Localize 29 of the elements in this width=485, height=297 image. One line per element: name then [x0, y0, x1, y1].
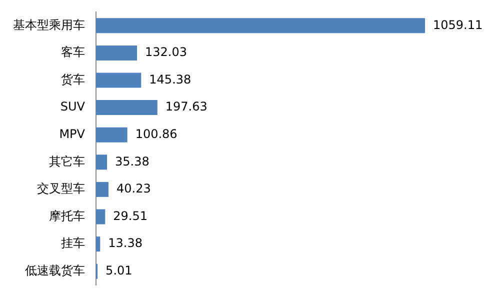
bar: [96, 100, 158, 116]
data-label: 35.38: [114, 154, 150, 168]
data-label: 100.86: [135, 126, 178, 141]
bar: [96, 182, 108, 197]
y-tick-label: MPV: [59, 126, 86, 141]
bar: [96, 72, 142, 88]
data-label: 29.51: [113, 208, 148, 223]
data-label: 5.01: [106, 263, 132, 278]
y-tick-label: 货车: [61, 72, 85, 86]
y-tick-label: 交叉型车: [37, 182, 85, 196]
y-tick-label: 客车: [61, 45, 85, 60]
bar: [96, 209, 106, 224]
y-tick-label: 摩托车: [49, 208, 85, 223]
data-label: 40.23: [116, 182, 151, 196]
y-tick-label: SUV: [60, 100, 86, 114]
data-label: 197.63: [165, 100, 208, 114]
bar: [96, 45, 138, 60]
y-tick-label: 基本型乘用车: [13, 18, 85, 32]
y-tick-label: 低速载货车: [25, 263, 85, 278]
bar: [96, 154, 107, 170]
bar: [96, 18, 425, 34]
data-label: 13.38: [108, 236, 143, 250]
data-label: 145.38: [149, 72, 192, 86]
data-label: 1059.11: [433, 18, 483, 32]
bar: [96, 236, 100, 252]
data-label: 132.03: [145, 45, 188, 60]
y-tick-label: 挂车: [61, 236, 85, 250]
y-tick-label: 其它车: [49, 154, 85, 168]
bar: [96, 127, 128, 142]
